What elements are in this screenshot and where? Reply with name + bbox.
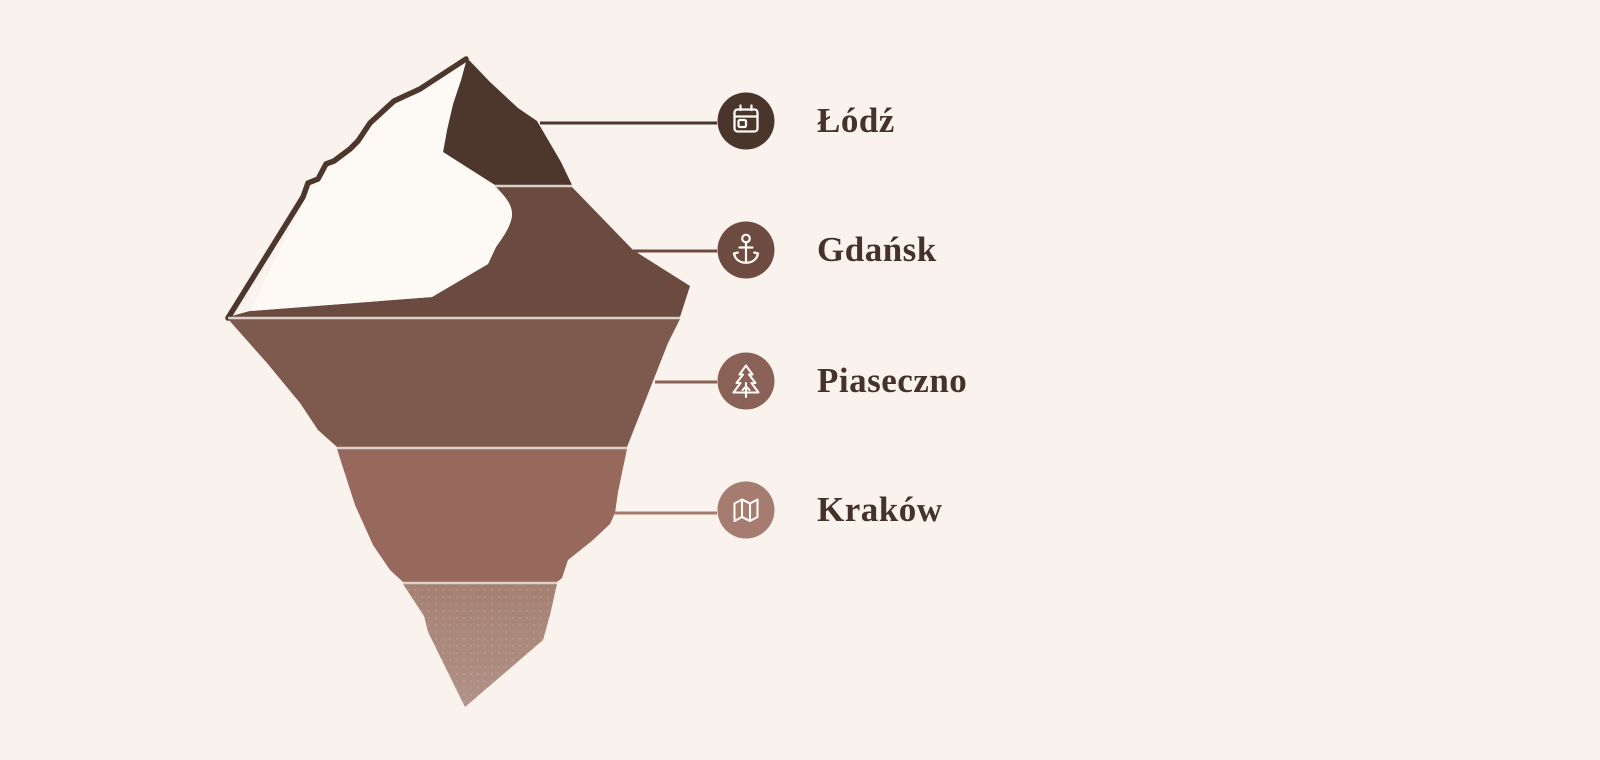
pine-tree-icon [717,352,775,410]
city-label-piaseczno: Piaseczno [817,361,968,400]
city-label-gdansk: Gdańsk [817,230,937,269]
iceberg-layer-krakow [337,449,627,582]
calendar-icon [717,92,775,150]
iceberg-layer-tip [403,584,557,707]
legend-item-krakow: Kraków [717,481,943,539]
layer-divider-lines [228,184,680,585]
city-label-krakow: Kraków [817,490,943,529]
iceberg-layer-gdansk [228,187,690,317]
mountain-face [250,58,512,311]
city-label-lodz: Łódź [817,101,895,140]
iceberg-layer-lodz [443,58,572,185]
folded-map-icon [717,481,775,539]
legend-item-lodz: Łódź [717,92,895,150]
connector-lines [540,121,717,515]
anchor-icon [717,221,775,279]
legend-item-gdansk: Gdańsk [717,221,937,279]
legend-item-piaseczno: Piaseczno [717,352,967,410]
mountain-ridge-outline [225,56,469,321]
iceberg-layer-piaseczno [228,319,680,447]
